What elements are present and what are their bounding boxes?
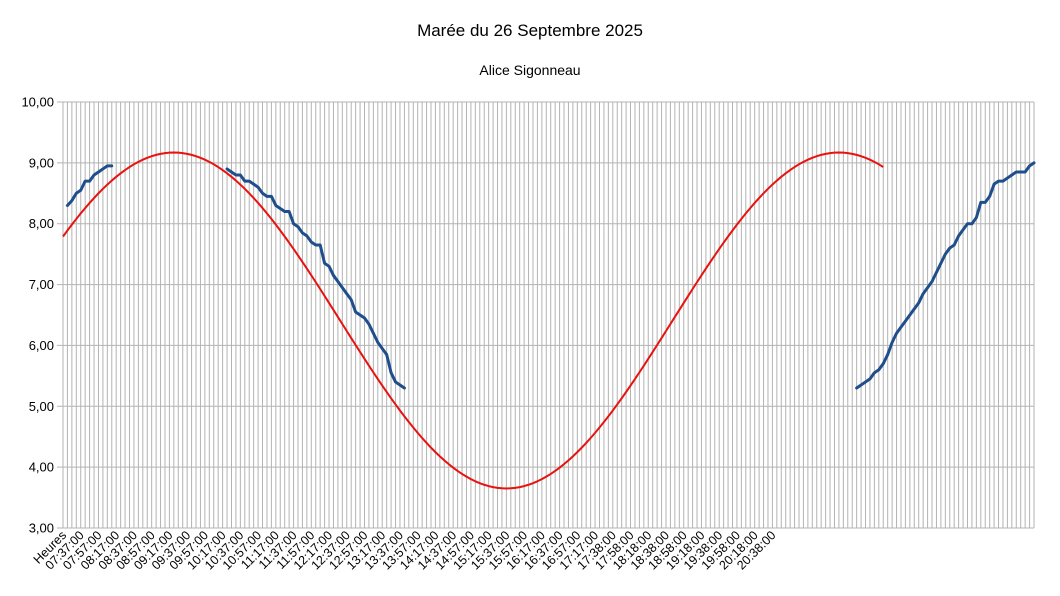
y-tick-label: 3,00	[29, 521, 54, 536]
y-tick-label: 5,00	[29, 399, 54, 414]
series-line-fitted	[62, 151, 884, 490]
series-line-measured	[65, 161, 1036, 390]
y-tick-label: 8,00	[29, 216, 54, 231]
y-tick-label: 7,00	[29, 277, 54, 292]
y-tick-label: 10,00	[21, 95, 54, 110]
chart-subtitle: Alice Sigonneau	[479, 62, 581, 78]
chart-title: Marée du 26 Septembre 2025	[417, 21, 643, 40]
y-tick-label: 9,00	[29, 155, 54, 170]
y-tick-label: 4,00	[29, 460, 54, 475]
y-tick-label: 6,00	[29, 338, 54, 353]
